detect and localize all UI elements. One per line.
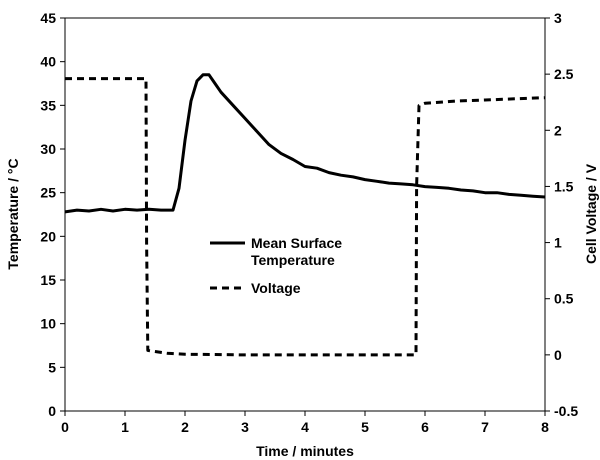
y-left-tick-label: 20 [40, 228, 56, 244]
plot-area [64, 17, 546, 412]
x-tick-label: 2 [181, 419, 189, 435]
x-tick-label: 0 [61, 419, 69, 435]
x-tick-label: 8 [541, 419, 549, 435]
y-left-tick-label: 45 [40, 10, 56, 26]
x-tick-label: 3 [241, 419, 249, 435]
y-right-tick-label: 0.5 [554, 291, 574, 307]
x-tick-label: 6 [421, 419, 429, 435]
y-left-tick-label: 40 [40, 54, 56, 70]
y-left-tick-label: 15 [40, 272, 56, 288]
series-line-temperature [64, 73, 546, 214]
y-right-tick-label: 0 [554, 347, 562, 363]
y-left-tick-label: 35 [40, 97, 56, 113]
x-tick-label: 5 [361, 419, 369, 435]
x-tick-label: 1 [121, 419, 129, 435]
legend-label-temperature: Mean Surface Temperature [251, 235, 342, 268]
y-right-tick-label: -0.5 [554, 403, 578, 419]
y-right-tick-label: 2.5 [554, 66, 574, 82]
y-left-tick-label: 25 [40, 185, 56, 201]
x-tick-label: 7 [481, 419, 489, 435]
series-lines [64, 73, 546, 357]
series-line-voltage [65, 77, 546, 357]
y-left-tick-label: 5 [48, 359, 56, 375]
y-left-tick-label: 0 [48, 403, 56, 419]
x-tick-label: 4 [301, 419, 309, 435]
y-left-tick-label: 30 [40, 141, 56, 157]
y-right-tick-label: 1.5 [554, 178, 574, 194]
axis-ticks: 0 1 2 3 4 5 6 7 8051015202530354045-0.500.511.52… [40, 10, 578, 435]
legend: Mean Surface Temperature Voltage [210, 235, 342, 296]
y-axis-left-title: Temperature / °C [5, 158, 21, 269]
y-right-tick-label: 3 [554, 10, 562, 26]
legend-label-voltage: Voltage [251, 280, 301, 296]
y-axis-right-title: Cell Voltage / V [583, 163, 599, 264]
x-axis-title: Time / minutes [256, 443, 354, 459]
y-right-tick-label: 1 [554, 235, 562, 251]
y-right-tick-label: 2 [554, 122, 562, 138]
y-left-tick-label: 10 [40, 316, 56, 332]
